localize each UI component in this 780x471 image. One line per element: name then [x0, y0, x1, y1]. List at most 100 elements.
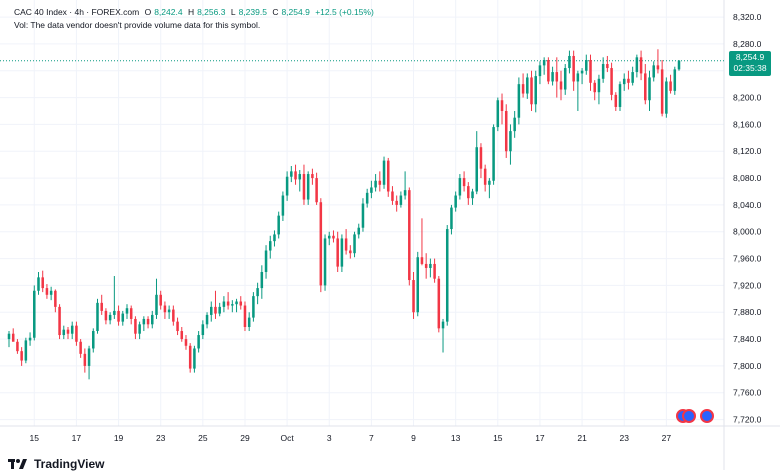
candle-body: [239, 301, 243, 306]
candle-body: [521, 84, 525, 94]
candle-body: [618, 84, 622, 107]
candle-body: [252, 296, 255, 318]
candle-body: [83, 353, 87, 366]
candle-body: [441, 321, 445, 329]
candle-body: [433, 263, 436, 279]
high-label: H: [187, 7, 195, 17]
candle-body: [142, 318, 146, 325]
candle-body: [11, 333, 15, 342]
y-tick-label: 8,080.0: [733, 173, 762, 183]
candle-body: [374, 180, 377, 188]
candle-body: [45, 288, 49, 295]
candle-body: [412, 280, 415, 313]
candle-body: [332, 235, 335, 239]
candle-body: [24, 340, 28, 361]
candle-body: [243, 305, 247, 328]
candle-body: [483, 168, 487, 185]
candle-body: [572, 55, 575, 82]
candle-body: [420, 257, 424, 264]
x-tick-label: 15: [493, 433, 503, 443]
candle-body: [294, 171, 297, 180]
candle-body: [648, 77, 651, 101]
y-tick-label: 8,200.0: [733, 93, 762, 103]
candle-body: [285, 176, 289, 196]
y-tick-label: 7,800.0: [733, 361, 762, 371]
candle-body: [197, 335, 200, 349]
candle-body: [184, 339, 188, 346]
x-tick-label: 21: [577, 433, 587, 443]
y-tick-label: 8,320.0: [733, 12, 762, 22]
candle-body: [593, 82, 596, 93]
candle-body: [96, 302, 99, 332]
x-tick-label: 29: [240, 433, 250, 443]
candle-body: [378, 180, 382, 185]
tradingview-logo: TradingView: [8, 457, 104, 471]
candle-body: [273, 234, 276, 242]
candle-body: [41, 277, 44, 289]
candle-body: [488, 180, 491, 185]
candle-body: [70, 325, 74, 334]
event-marker-icon[interactable]: [700, 409, 714, 423]
candle-body: [33, 290, 36, 338]
y-tick-label: 7,960.0: [733, 254, 762, 264]
candle-body: [395, 200, 398, 205]
close-label: C: [272, 7, 279, 17]
candle-body: [146, 318, 150, 325]
candle-body: [386, 160, 390, 192]
candle-body: [302, 174, 306, 200]
candle-body: [673, 69, 677, 91]
last-price-value: 8,254.9: [735, 52, 765, 62]
candle-body: [58, 306, 61, 336]
candle-body: [222, 301, 226, 307]
candle-body: [357, 227, 361, 235]
candle-body: [62, 329, 66, 336]
candle-body: [631, 72, 634, 83]
candle-body: [125, 308, 129, 314]
candle-body: [134, 318, 137, 334]
candle-body: [635, 57, 639, 73]
x-tick-label: 13: [451, 433, 461, 443]
candle-body: [327, 235, 331, 239]
candle-body: [370, 187, 373, 193]
candle-body: [365, 192, 369, 204]
candle-body: [226, 301, 230, 306]
candle-body: [306, 174, 310, 200]
candle-body: [16, 341, 19, 352]
candle-body: [290, 171, 293, 177]
candle-body: [660, 69, 664, 114]
candle-body: [205, 314, 209, 325]
candle-body: [513, 117, 516, 132]
candle-body: [597, 78, 601, 93]
x-tick-label: 17: [535, 433, 545, 443]
candle-body: [7, 333, 11, 340]
change-value: +12.5 (+0.15%): [315, 7, 374, 17]
candle-body: [151, 314, 154, 325]
x-tick-label: 3: [327, 433, 332, 443]
y-tick-label: 7,840.0: [733, 334, 762, 344]
candle-body: [167, 309, 171, 313]
candle-body: [353, 234, 356, 254]
candle-body: [454, 195, 457, 208]
candle-body: [471, 191, 474, 199]
y-tick-label: 7,720.0: [733, 415, 762, 425]
candle-body: [559, 81, 563, 90]
candle-body: [644, 73, 647, 101]
candle-body: [391, 191, 394, 201]
candle-body: [606, 64, 609, 69]
candle-body: [117, 310, 120, 322]
candle-body: [277, 215, 280, 235]
event-marker-icon[interactable]: [682, 409, 696, 423]
candle-body: [210, 306, 213, 315]
candle-body: [193, 348, 196, 369]
candle-body: [260, 271, 264, 289]
candle-body: [79, 341, 82, 354]
candle-body: [121, 313, 125, 322]
candle-body: [492, 127, 495, 181]
candle-body: [677, 60, 681, 70]
candle-body: [445, 229, 449, 322]
candle-body: [429, 263, 432, 268]
candle-body: [28, 337, 32, 341]
candle-body: [188, 345, 192, 369]
bar-countdown: 02:35:38: [733, 63, 767, 73]
